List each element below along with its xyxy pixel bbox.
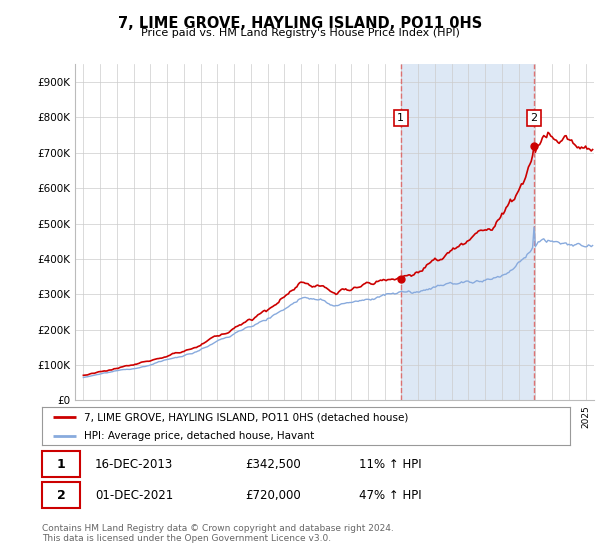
FancyBboxPatch shape (42, 451, 80, 477)
Text: £342,500: £342,500 (245, 458, 301, 471)
Text: £720,000: £720,000 (245, 489, 301, 502)
Text: 2: 2 (56, 489, 65, 502)
FancyBboxPatch shape (42, 482, 80, 508)
Text: Price paid vs. HM Land Registry's House Price Index (HPI): Price paid vs. HM Land Registry's House … (140, 28, 460, 38)
Text: 1: 1 (56, 458, 65, 471)
Text: 47% ↑ HPI: 47% ↑ HPI (359, 489, 421, 502)
Text: 11% ↑ HPI: 11% ↑ HPI (359, 458, 421, 471)
Text: 2: 2 (530, 113, 538, 123)
Text: 7, LIME GROVE, HAYLING ISLAND, PO11 0HS (detached house): 7, LIME GROVE, HAYLING ISLAND, PO11 0HS … (84, 412, 409, 422)
Text: 1: 1 (397, 113, 404, 123)
Text: 01-DEC-2021: 01-DEC-2021 (95, 489, 173, 502)
Text: Contains HM Land Registry data © Crown copyright and database right 2024.
This d: Contains HM Land Registry data © Crown c… (42, 524, 394, 543)
Bar (401, 64, 534, 400)
Text: 7, LIME GROVE, HAYLING ISLAND, PO11 0HS: 7, LIME GROVE, HAYLING ISLAND, PO11 0HS (118, 16, 482, 31)
Text: HPI: Average price, detached house, Havant: HPI: Average price, detached house, Hava… (84, 431, 314, 441)
Text: 16-DEC-2013: 16-DEC-2013 (95, 458, 173, 471)
